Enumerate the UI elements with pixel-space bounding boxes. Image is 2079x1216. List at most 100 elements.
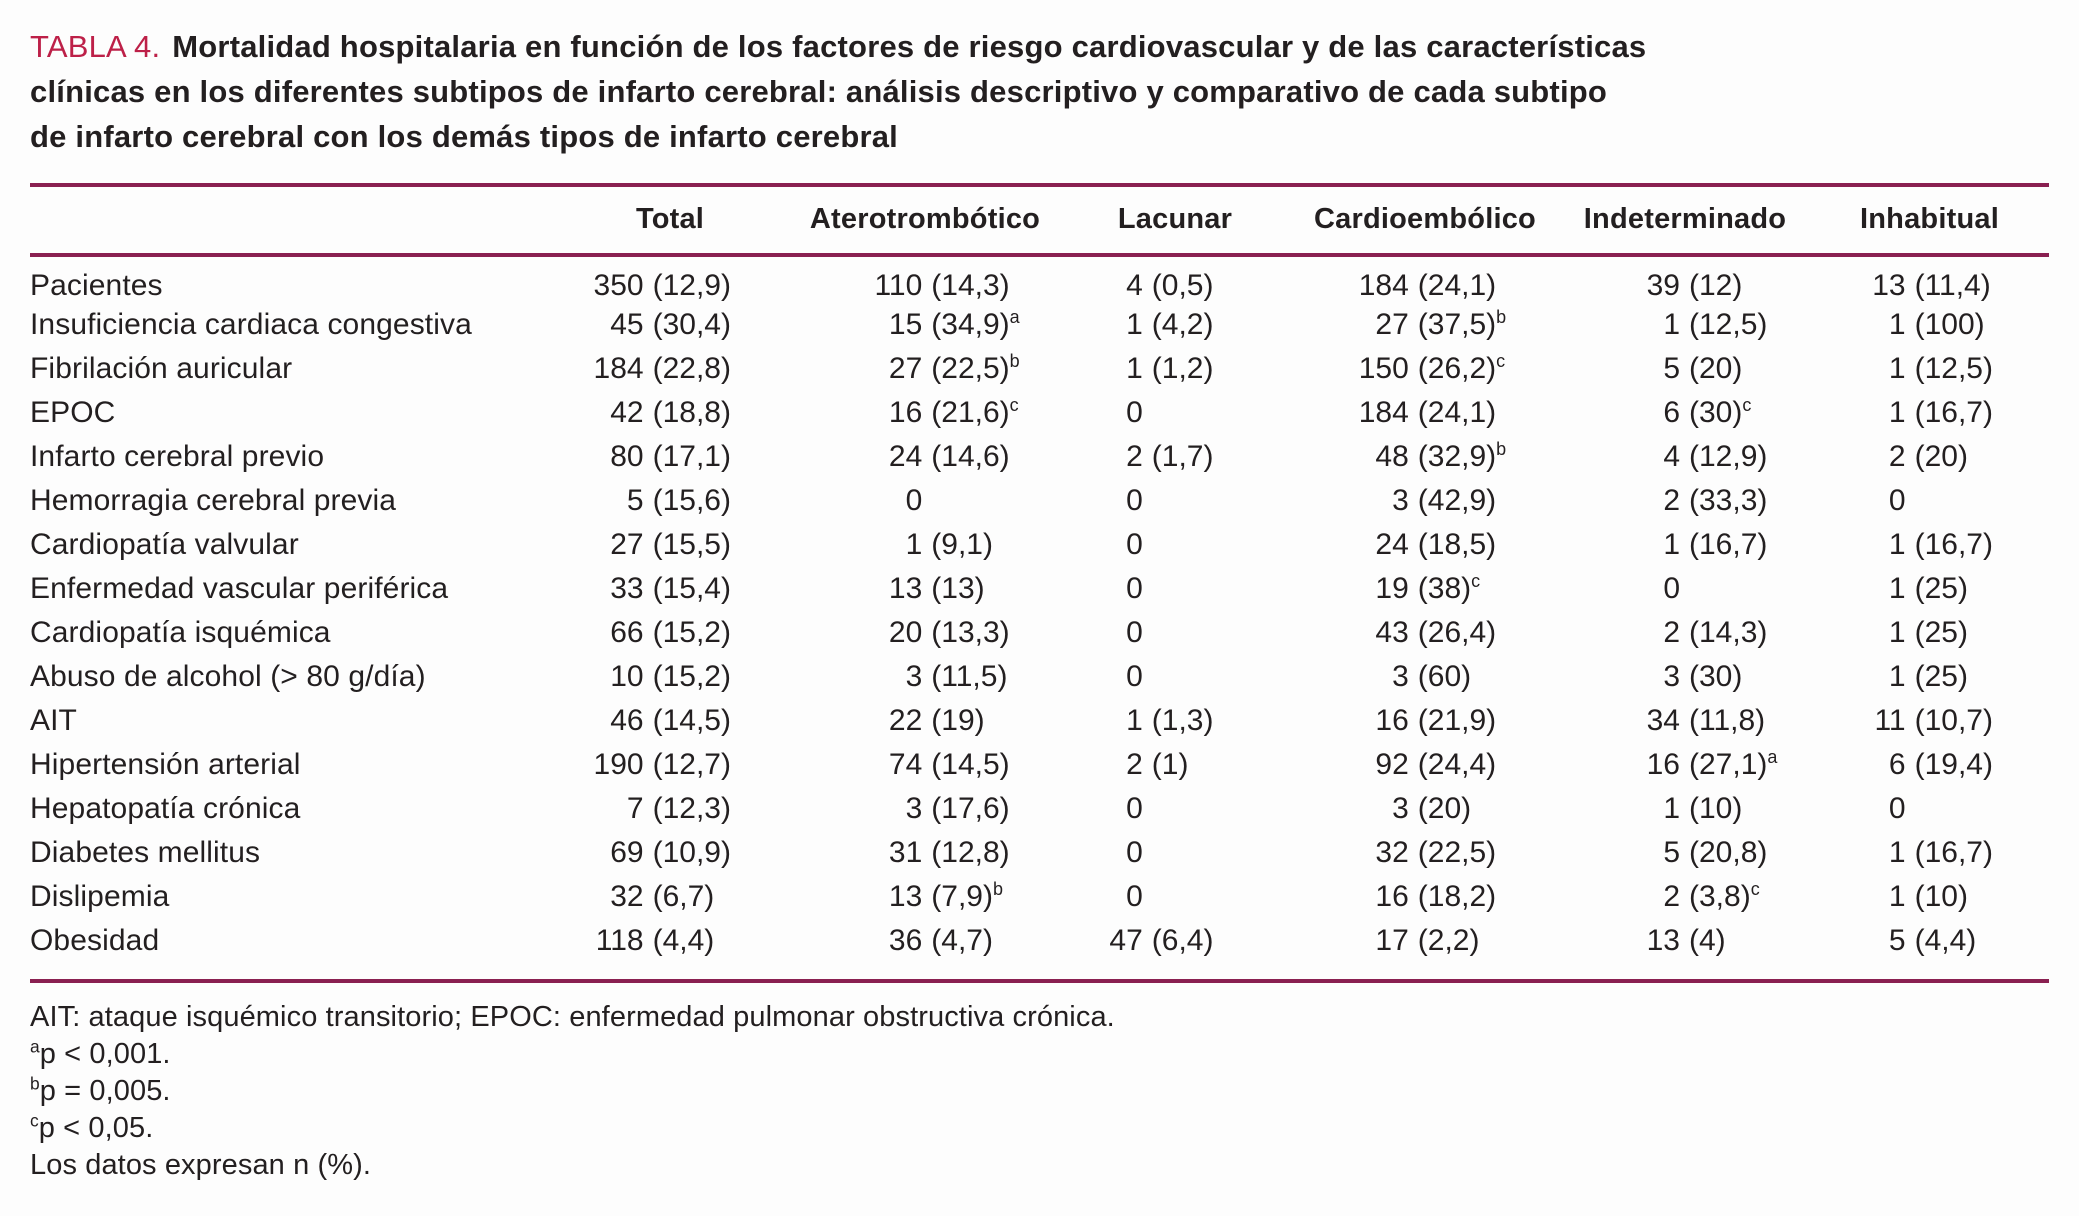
cell-count: 1 <box>1663 308 1680 341</box>
significance-superscript: c <box>1009 395 1019 415</box>
table-row: Pacientes 350 (12,9) 110 (14,3) 4 (0,5) 184 (24,… <box>30 255 2049 303</box>
table-row: Dislipemia 32 (6,7) 13 (7,9)b 0 16 (18,2) 2 (3,8)… <box>30 875 2049 919</box>
row-label: Hepatopatía crónica <box>30 792 301 825</box>
row-label: Cardiopatía valvular <box>30 528 299 561</box>
cell-count: 43 <box>1375 616 1409 649</box>
data-cell: 3 (11,5) <box>790 655 1060 699</box>
data-cell: 32 (6,7) <box>550 875 790 919</box>
cell-count: 0 <box>1126 484 1143 517</box>
cell-percent: (10) <box>1689 792 1743 825</box>
data-cell: 1 (25) <box>1810 655 2049 699</box>
cell-percent: (18,5) <box>1417 528 1497 561</box>
cell-percent: (30) <box>1689 660 1743 693</box>
cell-percent: (19,4) <box>1914 748 1993 781</box>
cell-percent: (4,2) <box>1151 308 1214 341</box>
cell-count: 0 <box>1126 616 1143 649</box>
cell-percent: (15,6) <box>652 484 731 517</box>
data-cell: 46 (14,5) <box>550 699 790 743</box>
cell-count: 31 <box>888 836 923 869</box>
column-header: Lacunar <box>1060 187 1290 257</box>
row-label: Insuficiencia cardiaca congestiva <box>30 308 472 341</box>
table-row: Hemorragia cerebral previa 5 (15,6) 0 0 3 (42,… <box>30 479 2049 523</box>
cell-count: 1 <box>1126 704 1143 737</box>
data-cell: 48 (32,9)b <box>1290 435 1560 479</box>
cell-count: 1 <box>1663 792 1680 825</box>
cell-percent: (10,7) <box>1914 704 1993 737</box>
cell-count: 3 <box>1392 660 1409 693</box>
cell-count: 118 <box>595 924 644 957</box>
top-rule <box>30 183 2049 187</box>
footnote-superscript: b <box>30 1073 40 1094</box>
data-cell: 184 (24,1) <box>1290 255 1560 303</box>
cell-count: 1 <box>1888 880 1906 913</box>
cell-count: 13 <box>1872 269 1906 302</box>
data-cell: 0 <box>1560 567 1810 611</box>
cell-count: 13 <box>888 572 923 605</box>
cell-count: 39 <box>1646 269 1680 302</box>
row-label: Diabetes mellitus <box>30 836 261 869</box>
footnote-superscript: c <box>30 1110 39 1131</box>
cell-percent: (1,2) <box>1151 352 1214 385</box>
significance-superscript: b <box>992 879 1003 899</box>
mortality-table: Total Aterotrombótico Lacunar Cardioembólic… <box>30 187 2049 963</box>
cell-percent: (30)c <box>1689 395 1752 429</box>
data-cell: 1 (1,2) <box>1060 347 1290 391</box>
row-label: AIT <box>30 704 77 737</box>
cell-count: 10 <box>610 660 644 693</box>
cell-percent: (11,8) <box>1689 704 1766 737</box>
data-cell: 27 (37,5)b <box>1290 303 1560 347</box>
data-cell: 6 (19,4) <box>1810 743 2049 787</box>
cell-count: 3 <box>905 792 923 825</box>
data-cell: 4 (12,9) <box>1560 435 1810 479</box>
data-cell: 13 (7,9)b <box>790 875 1060 919</box>
cell-percent: (17,6) <box>931 792 1010 825</box>
cell-count: 0 <box>1126 880 1143 913</box>
table-row: Hepatopatía crónica 7 (12,3) 3 (17,6) 0 3 (20) 1… <box>30 787 2049 831</box>
data-cell: 3 (30) <box>1560 655 1810 699</box>
cell-percent: (16,7) <box>1914 528 1993 561</box>
cell-percent: (24,4) <box>1417 748 1497 781</box>
cell-percent: (100) <box>1914 308 1985 341</box>
cell-percent: (20) <box>1914 440 1968 473</box>
significance-superscript: b <box>1496 439 1507 459</box>
data-cell: 0 <box>1060 611 1290 655</box>
cell-percent: (12,9) <box>1689 440 1768 473</box>
row-label: Infarto cerebral previo <box>30 440 325 473</box>
data-cell: 16 (27,1)a <box>1560 743 1810 787</box>
cell-count: 0 <box>1126 572 1143 605</box>
cell-count: 5 <box>1888 924 1906 957</box>
data-cell: 43 (26,4) <box>1290 611 1560 655</box>
cell-count: 11 <box>1874 704 1906 737</box>
significance-superscript: b <box>1496 307 1507 327</box>
cell-count: 0 <box>1126 396 1143 429</box>
cell-count: 1 <box>1888 396 1906 429</box>
cell-count: 2 <box>1888 440 1906 473</box>
footnote: Los datos expresan n (%). <box>30 1149 372 1181</box>
table-row: Enfermedad vascular periférica 33 (15,4) 13… <box>30 567 2049 611</box>
data-cell: 110 (14,3) <box>790 255 1060 303</box>
table-caption: TABLA 4. Mortalidad hospitalaria en funci… <box>30 24 2049 159</box>
data-cell: 3 (42,9) <box>1290 479 1560 523</box>
data-cell: 3 (60) <box>1290 655 1560 699</box>
data-cell: 184 (22,8) <box>550 347 790 391</box>
table-body: Pacientes 350 (12,9) 110 (14,3) 4 (0,5) 184 (24,… <box>30 255 2049 963</box>
data-cell: 1 (16,7) <box>1560 523 1810 567</box>
cell-percent: (26,2)c <box>1417 351 1506 385</box>
data-cell: 11 (10,7) <box>1810 699 2049 743</box>
cell-count: 1 <box>1126 352 1143 385</box>
cell-count: 13 <box>1646 924 1680 957</box>
data-cell: 1 (12,5) <box>1810 347 2049 391</box>
table-row: Infarto cerebral previo 80 (17,1) 24 (14,6) 2… <box>30 435 2049 479</box>
data-cell: 80 (17,1) <box>550 435 790 479</box>
significance-superscript: c <box>1471 571 1481 591</box>
data-cell: 5 (4,4) <box>1810 919 2049 963</box>
data-cell: 184 (24,1) <box>1290 391 1560 435</box>
data-cell: 1 (25) <box>1810 611 2049 655</box>
cell-count: 184 <box>593 352 644 385</box>
cell-percent: (13,3) <box>931 616 1010 649</box>
cell-count: 184 <box>1358 269 1409 302</box>
data-cell: 1 (10) <box>1560 787 1810 831</box>
cell-count: 0 <box>1126 836 1143 869</box>
cell-count: 46 <box>610 704 644 737</box>
cell-percent: (11,4) <box>1914 269 1991 302</box>
